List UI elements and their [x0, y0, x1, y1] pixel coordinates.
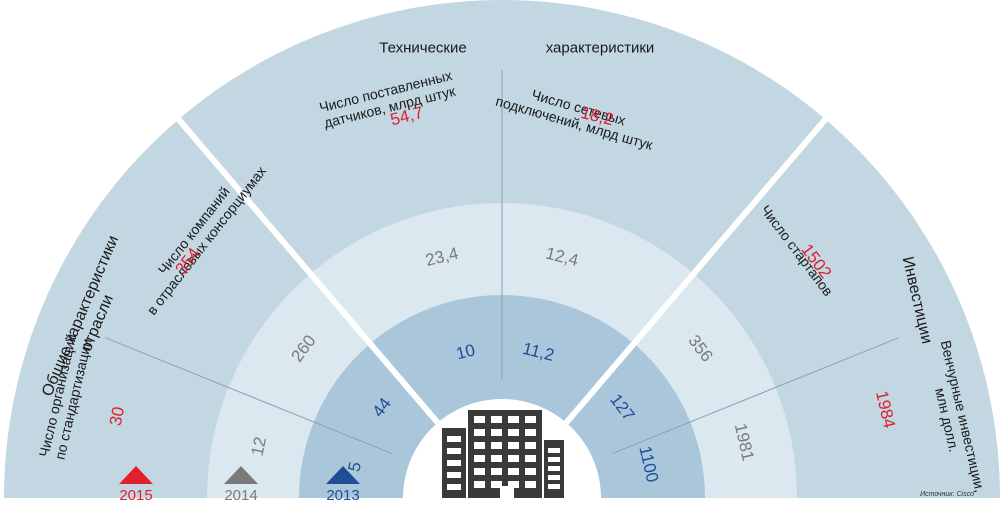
year-marker-icon-2014	[224, 466, 258, 484]
building-window	[508, 416, 519, 423]
building-window	[525, 416, 536, 423]
building-window	[508, 429, 519, 436]
building-window	[525, 429, 536, 436]
building-window	[548, 475, 560, 480]
year-legend: 2015 2014 2013	[119, 466, 360, 504]
value-std-2013: 5	[344, 460, 365, 473]
building-window	[447, 448, 461, 454]
group-title-technical-1: Технические	[379, 39, 466, 56]
building-window	[474, 455, 485, 462]
building-window	[508, 442, 519, 449]
building-window	[491, 455, 502, 462]
value-std-2014: 12	[248, 435, 271, 457]
year-label-2015: 2015	[119, 487, 152, 504]
building-window	[491, 416, 502, 423]
divider-industry	[104, 337, 392, 454]
building-window	[491, 442, 502, 449]
building-window	[474, 442, 485, 449]
year-label-2014: 2014	[224, 487, 257, 504]
building-window	[525, 481, 536, 488]
building-window	[508, 468, 519, 475]
building-window	[525, 455, 536, 462]
value-std-2015: 30	[106, 405, 129, 427]
source-note: Источник: Cisco	[920, 491, 974, 498]
building-window	[525, 442, 536, 449]
building-window	[491, 429, 502, 436]
year-marker-icon-2013	[326, 466, 360, 484]
separators-layer	[104, 70, 900, 454]
building-window	[508, 455, 519, 462]
building-door	[500, 486, 514, 498]
building-window	[447, 436, 461, 442]
ring-2013	[299, 295, 705, 498]
building-window	[447, 460, 461, 466]
building-window	[548, 448, 560, 453]
building-window	[474, 468, 485, 475]
building-window	[548, 484, 560, 489]
year-marker-icon-2015	[119, 466, 153, 484]
building-window	[474, 481, 485, 488]
building-window	[508, 481, 519, 488]
building-window	[525, 468, 536, 475]
year-label-2013: 2013	[326, 487, 359, 504]
building-window	[491, 481, 502, 488]
building-window	[474, 416, 485, 423]
value-sensors-2013: 10	[454, 340, 477, 363]
building-window	[447, 472, 461, 478]
separator-right	[564, 114, 831, 425]
building-window	[474, 429, 485, 436]
building-window	[548, 457, 560, 462]
building-window	[548, 466, 560, 471]
divider-investment	[612, 337, 900, 454]
separator-left	[173, 114, 440, 425]
building-window	[491, 468, 502, 475]
building-window	[447, 484, 461, 490]
group-title-technical-2: характеристики	[546, 39, 655, 56]
office-building-icon	[442, 410, 564, 498]
